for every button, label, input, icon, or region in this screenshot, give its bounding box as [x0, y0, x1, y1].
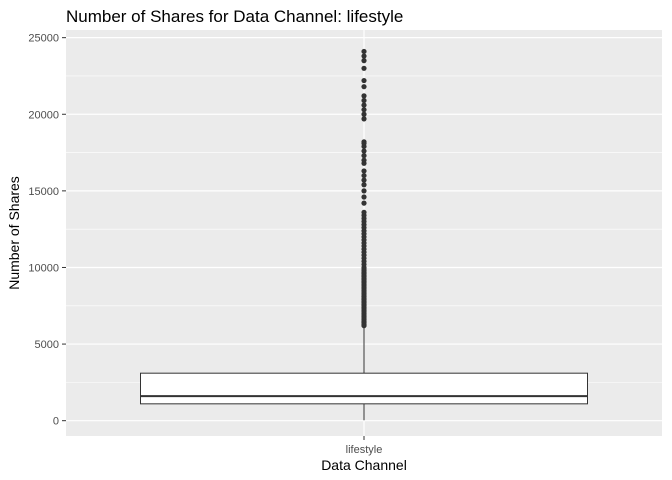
outlier-point: [361, 97, 367, 104]
outlier-point: [361, 168, 367, 174]
chart-title: Number of Shares for Data Channel: lifes…: [66, 7, 403, 26]
outlier-point: [361, 200, 367, 206]
x-axis-title: Data Channel: [321, 457, 407, 473]
box-iqr: [140, 372, 588, 405]
outlier-point: [361, 48, 367, 55]
y-tick-label: 15000: [28, 186, 59, 198]
outlier-point: [361, 107, 367, 113]
y-tick-label: 0: [53, 416, 59, 428]
outlier-point: [361, 93, 367, 99]
outlier-point: [361, 209, 367, 215]
outlier-point: [361, 177, 367, 183]
outlier-point: [361, 182, 367, 188]
outlier-point: [361, 172, 367, 179]
outlier-point: [361, 111, 367, 117]
x-tick-label: lifestyle: [346, 444, 383, 456]
outlier-point: [361, 65, 367, 71]
y-tick-labels: 0 5000 10000 15000 20000 25000: [28, 33, 59, 428]
y-tick-label: 20000: [28, 109, 59, 121]
outlier-point: [361, 188, 367, 194]
outlier-point: [361, 153, 367, 159]
outlier-point: [361, 84, 367, 90]
outlier-point: [361, 148, 367, 154]
y-tick-label: 5000: [35, 339, 59, 351]
y-tick-label: 25000: [28, 33, 59, 45]
outlier-point: [361, 53, 367, 59]
boxes: [140, 48, 588, 421]
outlier-point: [361, 58, 367, 64]
outlier-point: [361, 194, 367, 200]
outlier-point: [361, 77, 367, 84]
y-axis-title: Number of Shares: [6, 176, 22, 290]
box-lifestyle: [140, 48, 588, 421]
outlier-point: [361, 116, 367, 122]
outlier-point: [361, 102, 367, 108]
x-tick-labels: lifestyle: [346, 444, 383, 456]
outlier-point: [361, 139, 367, 145]
y-tick-label: 10000: [28, 262, 59, 274]
outlier-point: [361, 157, 367, 163]
